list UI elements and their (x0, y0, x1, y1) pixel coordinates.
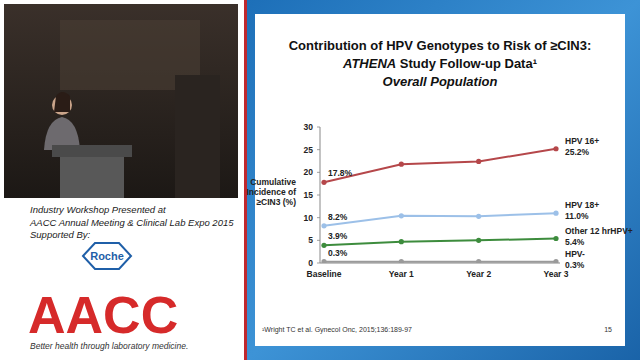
divider (244, 0, 247, 360)
series-marker (476, 159, 481, 164)
series-line (324, 261, 556, 263)
series-marker (399, 259, 404, 263)
y-axis-label-line: Cumulative (250, 177, 296, 187)
tagline: Better health through laboratory medicin… (30, 341, 188, 351)
series-name: HPV 18+ (565, 200, 599, 210)
series-marker (321, 243, 326, 248)
podium-top (52, 145, 132, 157)
slide-background (247, 0, 640, 360)
series-marker (321, 259, 326, 263)
series-marker (553, 259, 558, 263)
series-marker (553, 236, 558, 241)
series-marker (321, 223, 326, 228)
y-tick-label: 0 (308, 258, 313, 268)
sponsor-hexagon (83, 243, 131, 269)
y-axis-label-line: ≥CIN3 (%) (256, 197, 296, 207)
series-line (324, 239, 556, 246)
value-label: 11.0% (565, 211, 589, 221)
y-tick-label: 30 (304, 122, 314, 132)
series-name: HPV- (565, 249, 585, 259)
photo-door (175, 75, 220, 198)
series-marker (399, 162, 404, 167)
value-label: 5.4% (565, 237, 585, 247)
chart-subtitle: ATHENA Study Follow-up Data¹ (342, 56, 537, 71)
caption-line: Industry Workshop Presented at (30, 204, 166, 215)
plot-area (321, 146, 558, 263)
series-marker (321, 180, 326, 185)
slide-panel (255, 14, 625, 346)
x-tick-label: Year 2 (466, 269, 491, 279)
value-label: 3.9% (328, 231, 348, 241)
slide-heading: Overall Population (383, 74, 498, 89)
value-label: 0.3% (565, 260, 585, 270)
caption-line: AACC Annual Meeting & Clinical Lab Expo … (29, 217, 234, 228)
series-marker (476, 214, 481, 219)
series-line (324, 149, 556, 183)
series-name: HPV 16+ (565, 136, 599, 146)
labels: HPV 16+ 17.8% 25.2% HPV 18+ 8.2% 11.0% Other 1… (328, 136, 633, 270)
y-axis-label: CumulativeIncidence of≥CIN3 (%) (246, 177, 296, 207)
footnote: ¹Wright TC et al. Gynecol Onc, 2015;136:… (262, 326, 412, 334)
caption-line: Supported By: (30, 229, 91, 240)
sponsor-logo: Roche (90, 250, 124, 262)
page: Industry Workshop Presented at AACC Annua… (0, 0, 640, 360)
subtitle-part: ATHENA (342, 56, 396, 71)
left-panel (0, 0, 245, 360)
x-tick-label: Year 3 (543, 269, 568, 279)
series-marker (553, 211, 558, 216)
series-marker (399, 239, 404, 244)
y-tick-label: 5 (308, 235, 313, 245)
podium (60, 157, 124, 198)
series-marker (553, 146, 558, 151)
y-axis (320, 127, 321, 263)
subtitle-part: Study Follow-up Data¹ (396, 56, 537, 71)
value-label: 25.2% (565, 147, 590, 157)
series-marker (399, 213, 404, 218)
value-label: 8.2% (328, 212, 348, 222)
page-number: 15 (604, 326, 612, 333)
speaker-photo (4, 4, 238, 198)
x-tick-label: Year 1 (389, 269, 414, 279)
series-marker (476, 259, 481, 263)
y-axis-label-line: Incidence of (246, 187, 296, 197)
series-name: Other 12 hrHPV+ (565, 226, 633, 236)
value-label: 17.8% (328, 168, 353, 178)
y-tick-label: 25 (304, 145, 314, 155)
series-marker (476, 238, 481, 243)
speaker-hair (54, 92, 70, 112)
chart-title: Contribution of HPV Genotypes to Risk of… (289, 38, 592, 53)
y-tick-label: 15 (304, 190, 314, 200)
x-axis (320, 263, 560, 264)
value-label: 0.3% (328, 248, 348, 258)
series-line (324, 213, 556, 226)
y-tick-label: 10 (304, 213, 314, 223)
y-tick-label: 20 (304, 167, 314, 177)
aacc-logo: AACC (28, 286, 178, 344)
x-tick-label: Baseline (307, 269, 342, 279)
